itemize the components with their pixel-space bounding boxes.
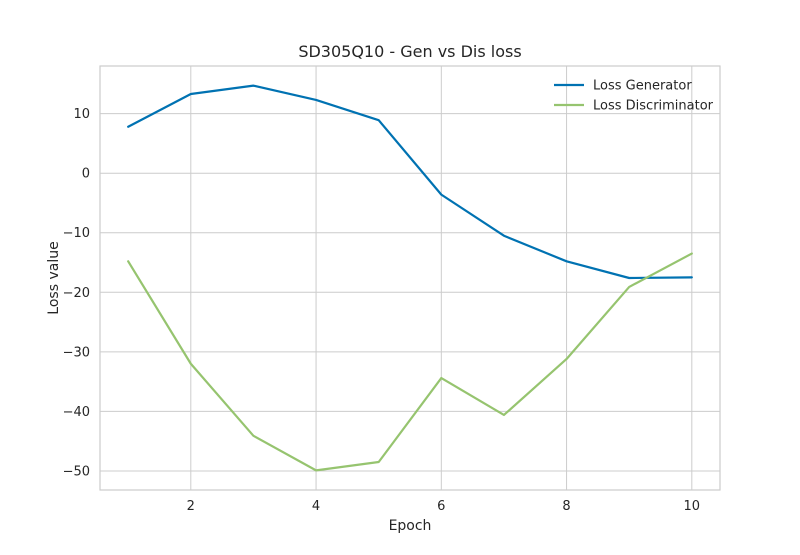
plot-frame — [99, 65, 721, 491]
y-tick-label: −30 — [63, 345, 90, 360]
series-line-loss-discriminator — [127, 252, 693, 472]
y-tick-label: −20 — [63, 286, 90, 301]
y-tick-label: 10 — [73, 107, 90, 122]
y-tick-label: −40 — [63, 405, 90, 420]
x-tick-label: 6 — [437, 499, 445, 514]
x-tick-label: 4 — [312, 499, 320, 514]
legend-label-loss-discriminator: Loss Discriminator — [593, 99, 714, 114]
grid-lines — [100, 66, 720, 490]
chart-title: SD305Q10 - Gen vs Dis loss — [298, 42, 521, 61]
y-tick-label: 0 — [82, 167, 90, 182]
tick-labels: 2 4 6 8 10 10 0 −10 −20 −30 −40 −50 — [63, 107, 701, 514]
x-tick-label: 10 — [684, 499, 701, 514]
series-lines — [127, 84, 693, 472]
legend-label-loss-generator: Loss Generator — [593, 79, 692, 94]
x-tick-label: 2 — [187, 499, 195, 514]
y-tick-label: −10 — [63, 226, 90, 241]
legend: Loss Generator Loss Discriminator — [554, 79, 714, 114]
x-tick-label: 8 — [562, 499, 570, 514]
series-line-loss-generator — [127, 84, 693, 280]
y-axis-title: Loss value — [46, 241, 62, 314]
x-axis-title: Epoch — [389, 518, 432, 534]
y-tick-label: −50 — [63, 464, 90, 479]
